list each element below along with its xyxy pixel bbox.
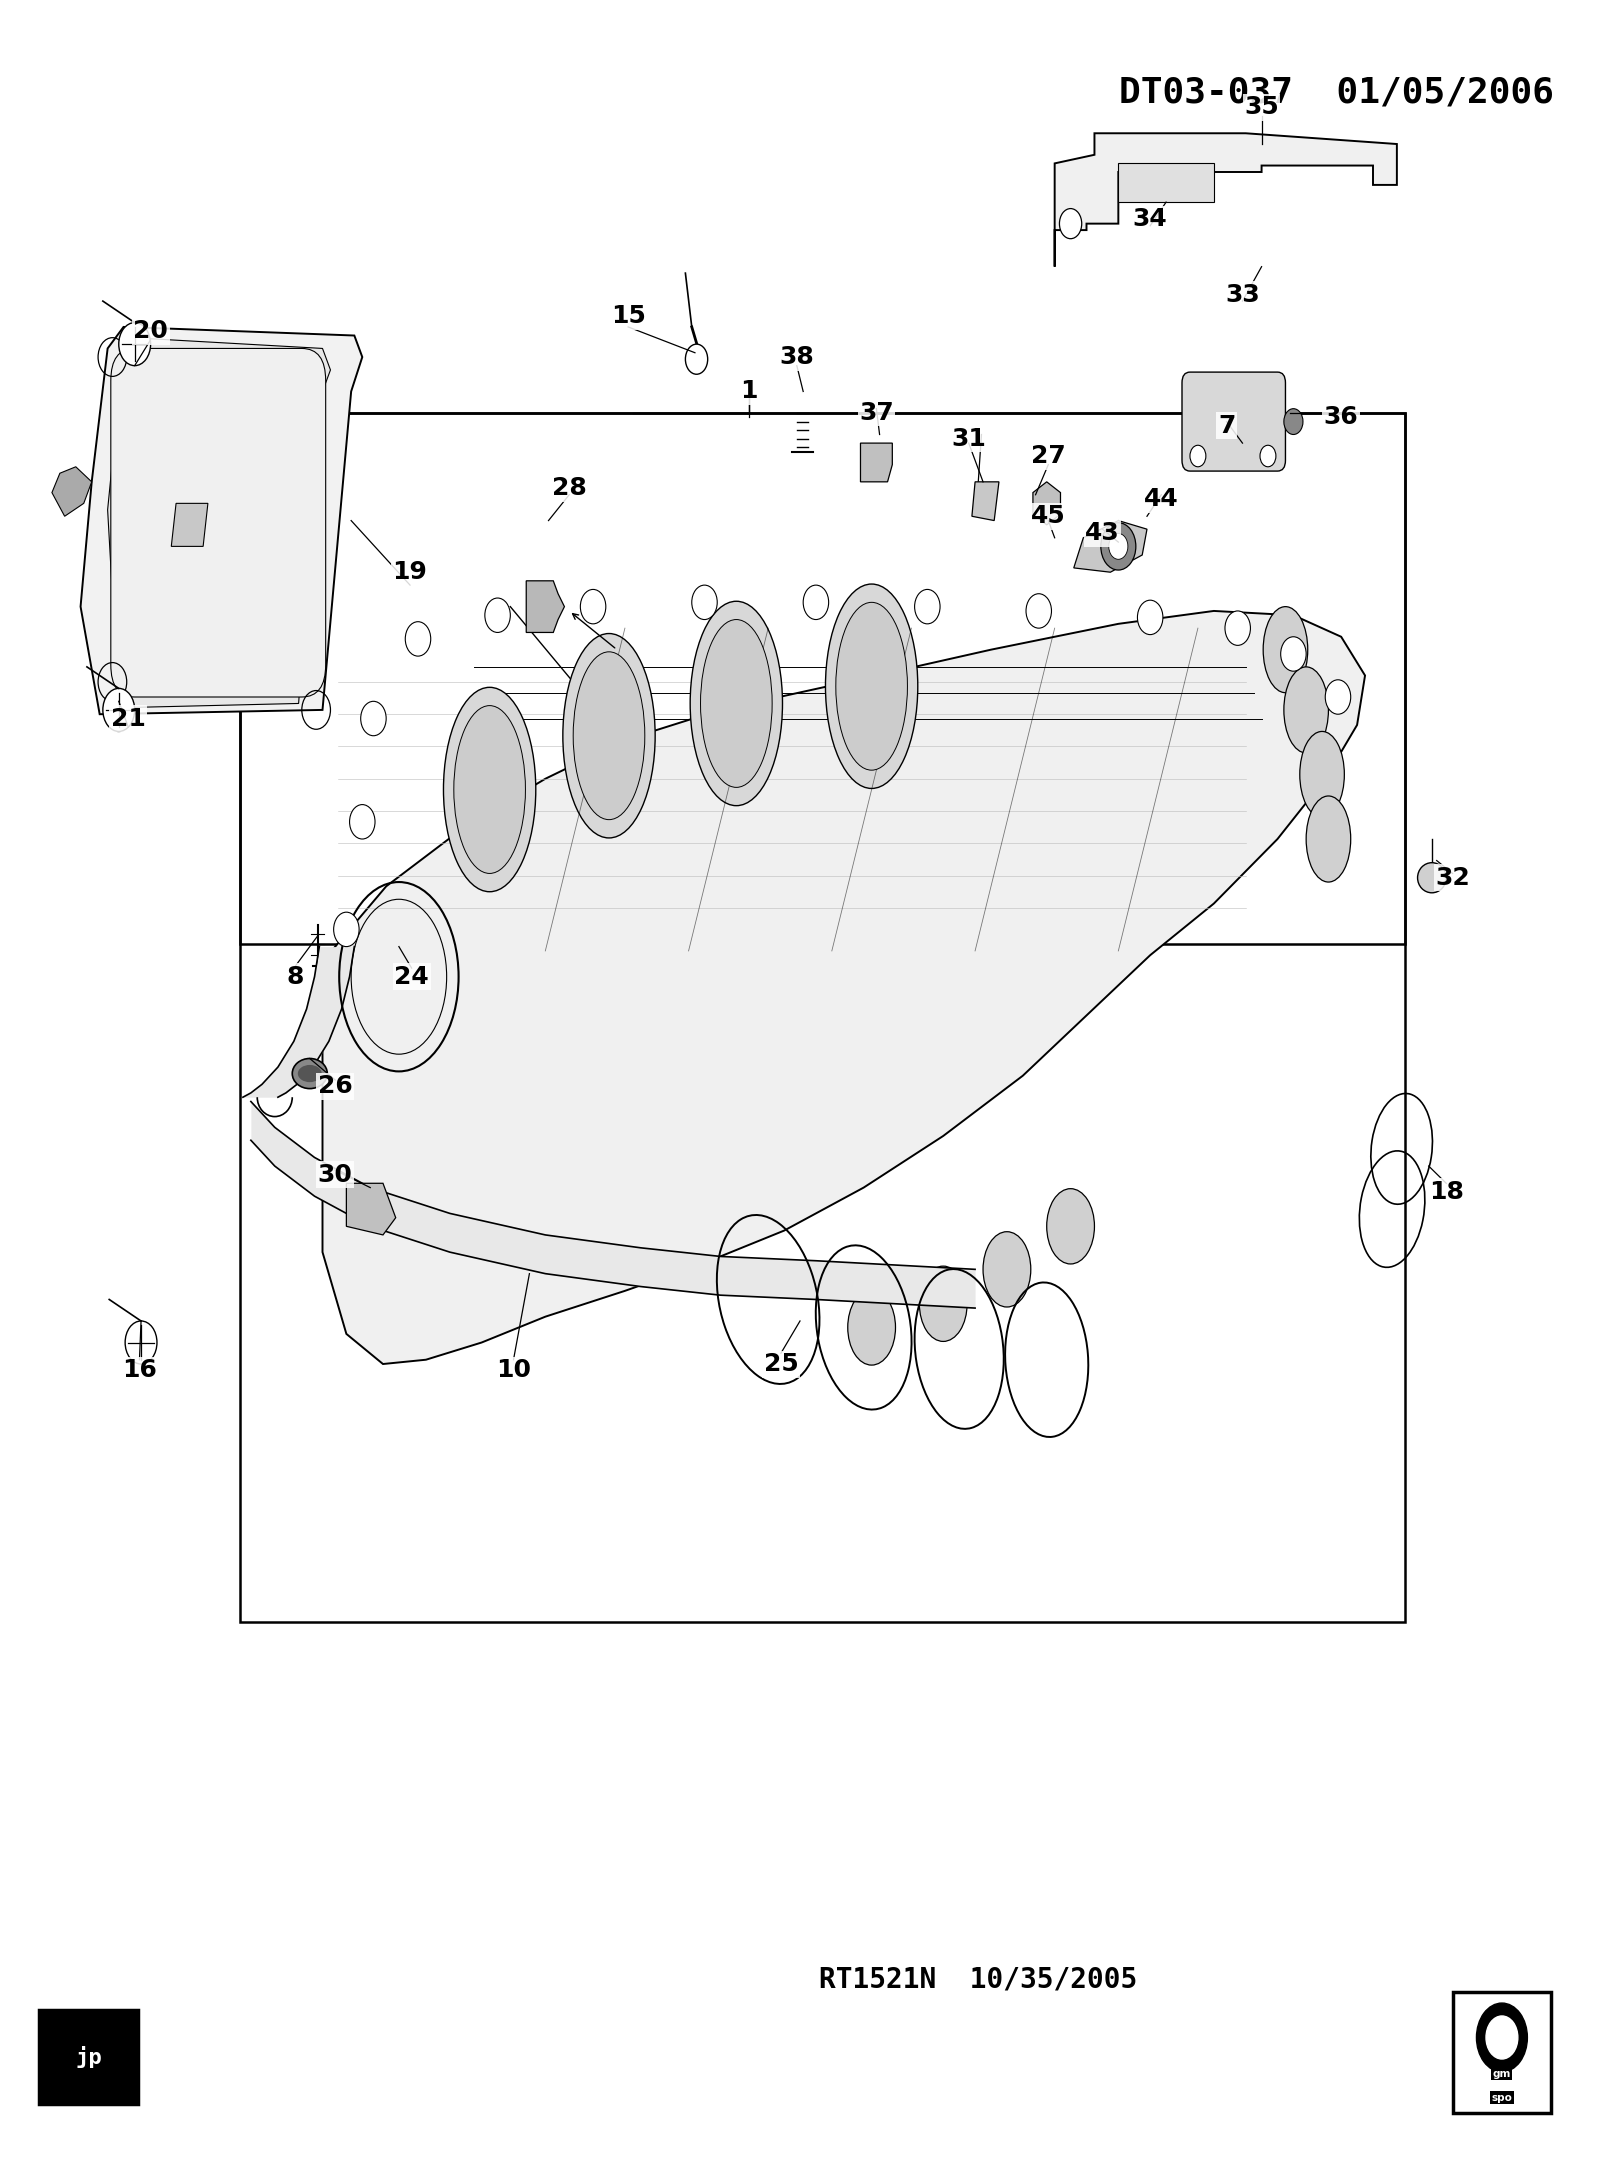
Circle shape [1325, 680, 1350, 715]
Text: 28: 28 [552, 477, 587, 501]
FancyBboxPatch shape [110, 348, 326, 698]
Circle shape [1477, 2002, 1528, 2071]
Circle shape [803, 585, 829, 620]
Text: 25: 25 [763, 1352, 798, 1376]
Polygon shape [346, 1184, 395, 1236]
Text: 45: 45 [1030, 503, 1066, 529]
Circle shape [1486, 2015, 1518, 2058]
Text: 1: 1 [741, 380, 758, 404]
Text: 10: 10 [496, 1359, 531, 1382]
Text: 15: 15 [611, 305, 645, 328]
Text: 32: 32 [1435, 866, 1470, 890]
Circle shape [1101, 523, 1136, 570]
Text: 27: 27 [1030, 445, 1066, 469]
Ellipse shape [443, 687, 536, 892]
Ellipse shape [573, 652, 645, 819]
Text: 38: 38 [779, 346, 814, 369]
Text: 16: 16 [122, 1359, 157, 1382]
Text: gm: gm [1493, 2069, 1510, 2080]
Ellipse shape [826, 583, 918, 788]
Circle shape [1259, 445, 1275, 467]
Ellipse shape [982, 1231, 1030, 1307]
Ellipse shape [835, 603, 907, 771]
Circle shape [581, 590, 606, 624]
Circle shape [334, 912, 358, 946]
Polygon shape [1054, 134, 1397, 266]
Bar [240, 413, 1405, 1622]
Circle shape [118, 322, 150, 365]
Text: 20: 20 [133, 320, 168, 343]
Circle shape [125, 1322, 157, 1363]
Ellipse shape [920, 1266, 966, 1341]
Text: 24: 24 [394, 966, 429, 989]
Polygon shape [80, 326, 362, 715]
Circle shape [685, 343, 707, 374]
Bar [240, 413, 1405, 944]
Bar [38, 2009, 138, 2104]
Text: 7: 7 [1218, 415, 1235, 438]
Text: 26: 26 [318, 1074, 352, 1099]
Ellipse shape [1283, 667, 1328, 754]
Text: 8: 8 [286, 966, 304, 989]
Polygon shape [526, 581, 565, 633]
FancyBboxPatch shape [1182, 372, 1285, 471]
Text: spo: spo [1491, 2093, 1512, 2102]
Ellipse shape [1299, 732, 1344, 816]
Circle shape [360, 702, 386, 737]
Bar [1118, 164, 1214, 203]
Text: 43: 43 [1085, 521, 1120, 546]
Ellipse shape [690, 600, 782, 806]
Circle shape [1190, 445, 1206, 467]
Text: 30: 30 [318, 1162, 352, 1186]
Text: DT03-037  01/05/2006: DT03-037 01/05/2006 [1120, 76, 1555, 110]
Ellipse shape [454, 706, 525, 873]
Bar [1453, 1992, 1552, 2112]
Ellipse shape [1418, 862, 1446, 892]
Ellipse shape [1306, 797, 1350, 881]
Circle shape [915, 590, 941, 624]
Polygon shape [323, 611, 1365, 1363]
Circle shape [1280, 637, 1306, 672]
Polygon shape [51, 467, 91, 516]
Ellipse shape [848, 1290, 896, 1365]
Ellipse shape [293, 1058, 328, 1089]
Text: 21: 21 [110, 706, 146, 730]
Text: 36: 36 [1323, 406, 1358, 430]
Circle shape [1059, 210, 1082, 240]
Circle shape [691, 585, 717, 620]
Polygon shape [971, 482, 998, 521]
Circle shape [102, 689, 134, 732]
Ellipse shape [298, 1065, 322, 1082]
Ellipse shape [701, 620, 773, 788]
Text: 34: 34 [1133, 207, 1168, 231]
Text: 44: 44 [1144, 486, 1179, 512]
Circle shape [1109, 534, 1128, 559]
Circle shape [1026, 594, 1051, 629]
Text: jp: jp [75, 2046, 102, 2067]
Polygon shape [861, 443, 893, 482]
Circle shape [1226, 611, 1251, 646]
Ellipse shape [1046, 1188, 1094, 1264]
Polygon shape [107, 337, 331, 708]
Circle shape [485, 598, 510, 633]
Text: 33: 33 [1226, 283, 1259, 307]
Ellipse shape [1262, 607, 1307, 693]
Text: 19: 19 [392, 559, 427, 583]
Polygon shape [171, 503, 208, 546]
Text: 31: 31 [952, 428, 986, 451]
Circle shape [1283, 408, 1302, 434]
Text: 37: 37 [859, 402, 894, 426]
Circle shape [405, 622, 430, 657]
Polygon shape [1074, 521, 1147, 572]
Text: 35: 35 [1245, 95, 1278, 119]
Circle shape [1138, 600, 1163, 635]
Circle shape [349, 804, 374, 838]
Ellipse shape [563, 633, 654, 838]
Text: RT1521N  10/35/2005: RT1521N 10/35/2005 [819, 1966, 1138, 1994]
Text: 18: 18 [1429, 1179, 1464, 1203]
